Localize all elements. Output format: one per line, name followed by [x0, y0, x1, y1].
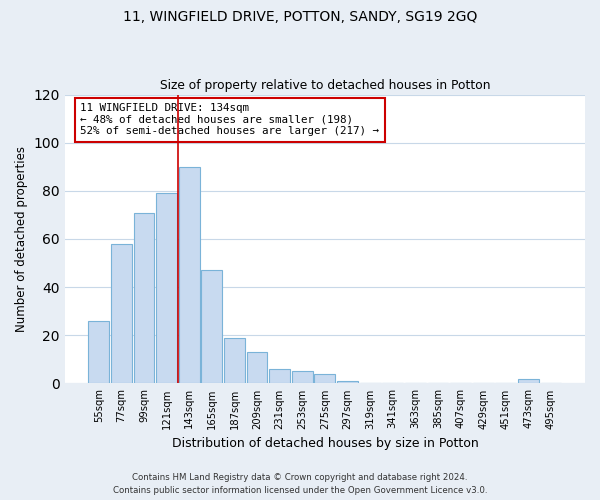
Bar — [247, 352, 268, 384]
Bar — [269, 369, 290, 384]
Bar — [134, 212, 154, 384]
Bar — [179, 167, 200, 384]
Bar — [337, 381, 358, 384]
Text: 11 WINGFIELD DRIVE: 134sqm
← 48% of detached houses are smaller (198)
52% of sem: 11 WINGFIELD DRIVE: 134sqm ← 48% of deta… — [80, 103, 379, 136]
Bar — [202, 270, 222, 384]
Bar — [88, 321, 109, 384]
Text: Contains HM Land Registry data © Crown copyright and database right 2024.
Contai: Contains HM Land Registry data © Crown c… — [113, 474, 487, 495]
Bar — [292, 372, 313, 384]
Bar — [518, 378, 539, 384]
Bar — [314, 374, 335, 384]
Bar — [156, 194, 177, 384]
Title: Size of property relative to detached houses in Potton: Size of property relative to detached ho… — [160, 79, 490, 92]
Y-axis label: Number of detached properties: Number of detached properties — [15, 146, 28, 332]
Text: 11, WINGFIELD DRIVE, POTTON, SANDY, SG19 2GQ: 11, WINGFIELD DRIVE, POTTON, SANDY, SG19… — [123, 10, 477, 24]
X-axis label: Distribution of detached houses by size in Potton: Distribution of detached houses by size … — [172, 437, 478, 450]
Bar — [111, 244, 132, 384]
Bar — [224, 338, 245, 384]
